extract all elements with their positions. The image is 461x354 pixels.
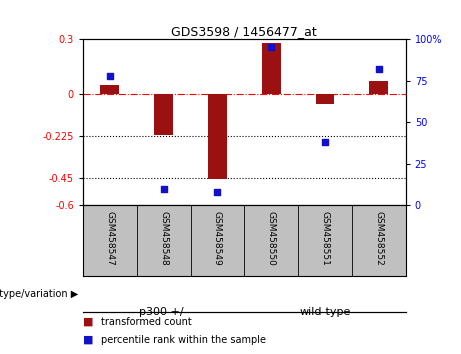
Point bbox=[214, 189, 221, 195]
Text: GSM458548: GSM458548 bbox=[159, 211, 168, 266]
Bar bbox=[316, 95, 334, 104]
Text: genotype/variation ▶: genotype/variation ▶ bbox=[0, 289, 78, 299]
Text: GSM458551: GSM458551 bbox=[320, 211, 330, 266]
Point bbox=[375, 66, 383, 72]
Text: GSM458550: GSM458550 bbox=[267, 211, 276, 266]
Point bbox=[106, 73, 113, 78]
Bar bbox=[100, 85, 119, 95]
Point bbox=[267, 45, 275, 50]
Text: wild-type: wild-type bbox=[299, 307, 351, 316]
Title: GDS3598 / 1456477_at: GDS3598 / 1456477_at bbox=[171, 25, 317, 38]
Point bbox=[321, 139, 329, 145]
Text: GSM458547: GSM458547 bbox=[106, 211, 114, 266]
Text: GSM458549: GSM458549 bbox=[213, 211, 222, 266]
Bar bbox=[208, 95, 227, 179]
Text: transformed count: transformed count bbox=[101, 317, 192, 327]
Point bbox=[160, 186, 167, 192]
Text: p300 +/-: p300 +/- bbox=[139, 307, 188, 316]
Bar bbox=[369, 81, 388, 95]
Text: percentile rank within the sample: percentile rank within the sample bbox=[101, 335, 266, 345]
Text: ■: ■ bbox=[83, 317, 94, 327]
Bar bbox=[154, 95, 173, 135]
Text: ■: ■ bbox=[83, 335, 94, 345]
Bar bbox=[262, 42, 281, 95]
Text: GSM458552: GSM458552 bbox=[374, 211, 383, 266]
